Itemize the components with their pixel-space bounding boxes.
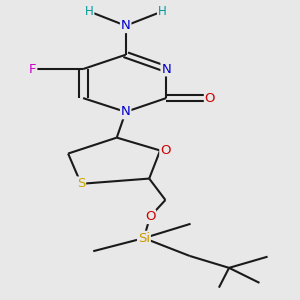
Text: F: F [29, 62, 37, 76]
Text: H: H [85, 5, 94, 18]
Text: O: O [160, 144, 171, 157]
Text: N: N [161, 62, 171, 76]
Text: O: O [205, 92, 215, 105]
Text: S: S [77, 177, 85, 190]
Text: O: O [145, 210, 155, 223]
Text: Si: Si [138, 232, 150, 244]
Text: N: N [121, 19, 130, 32]
Text: H: H [158, 5, 167, 18]
Text: N: N [121, 105, 130, 119]
